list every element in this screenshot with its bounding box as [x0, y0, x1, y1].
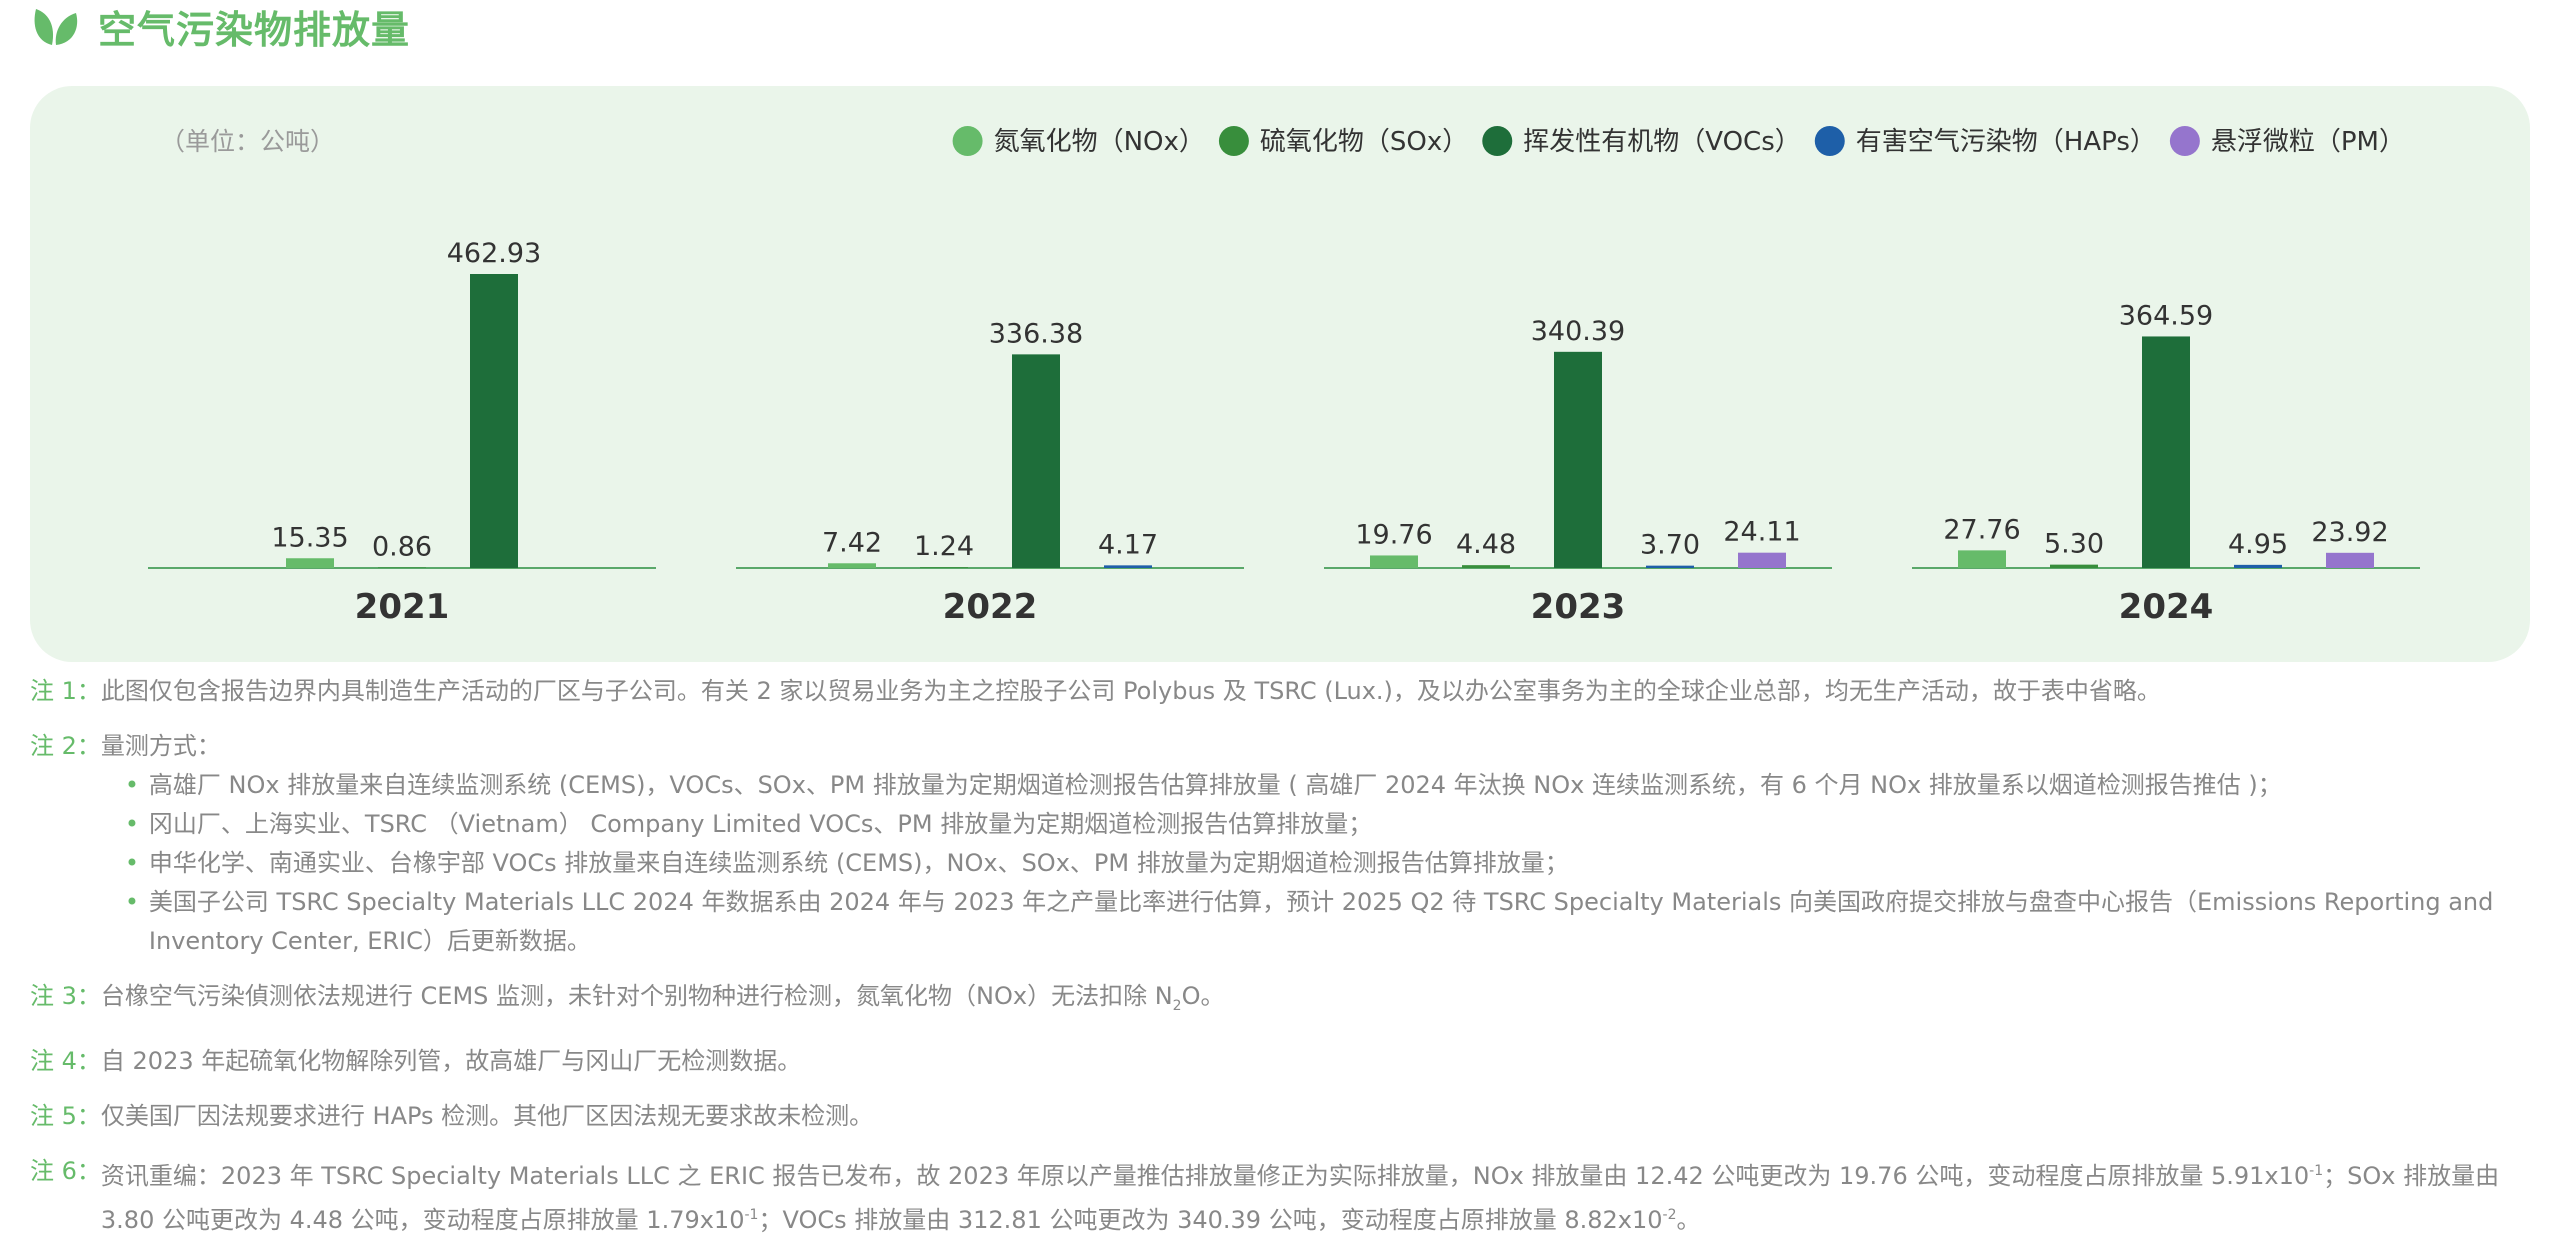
note-text: 此图仅包含报告边界内具制造生产活动的厂区与子公司。有关 2 家以贸易业务为主之控… — [100, 677, 2161, 705]
bar-nox-2023 — [1370, 555, 1418, 568]
note-text: 资讯重编：2023 年 TSRC Specialty Materials LLC… — [100, 1161, 2500, 1234]
notes-section: 注 1： 此图仅包含报告边界内具制造生产活动的厂区与子公司。有关 2 家以贸易业… — [30, 672, 2530, 1256]
data-label-pm-2024: 23.92 — [2311, 517, 2388, 548]
note-4: 注 4： 自 2023 年起硫氧化物解除列管，故高雄厂与冈山厂无检测数据。 — [30, 1042, 2530, 1081]
bar-vocs-2023 — [1554, 351, 1602, 568]
category-label-2023: 2023 — [1531, 587, 1626, 627]
note-6: 注 6： 资讯重编：2023 年 TSRC Specialty Material… — [30, 1152, 2530, 1240]
legend-label-nox: 氮氧化物（NOx） — [994, 127, 1205, 157]
note-2: 注 2： 量测方式： 高雄厂 NOx 排放量来自连续监测系统 (CEMS)，VO… — [30, 727, 2530, 961]
note-label: 注 4： — [30, 1046, 101, 1075]
list-item: 申华化学、南通实业、台橡宇部 VOCs 排放量来自连续监测系统 (CEMS)，N… — [125, 844, 2530, 883]
bar-sox-2022 — [920, 567, 968, 568]
category-label-2021: 2021 — [355, 587, 450, 627]
data-label-sox-2024: 5.30 — [2044, 529, 2104, 560]
bar-vocs-2022 — [1012, 354, 1060, 568]
measurement-list: 高雄厂 NOx 排放量来自连续监测系统 (CEMS)，VOCs、SOx、PM 排… — [101, 766, 2530, 961]
data-label-haps-2022: 4.17 — [1098, 529, 1158, 560]
legend-swatch-nox — [952, 126, 983, 156]
legend-label-haps: 有害空气污染物（HAPs） — [1856, 127, 2156, 157]
legend-label-pm: 悬浮微粒（PM） — [2211, 127, 2405, 157]
note-3: 注 3： 台橡空气污染偵测依法规进行 CEMS 监测，未针对个别物种进行检测，氮… — [30, 977, 2530, 1026]
chart-panel: （单位：公吨） 氮氧化物（NOx） 硫氧化物（SOx） 挥发性有机物（VOCs） 有害空… — [30, 86, 2530, 662]
note-text: 自 2023 年起硫氧化物解除列管，故高雄厂与冈山厂无检测数据。 — [100, 1046, 802, 1075]
legend-swatch-sox — [1218, 126, 1249, 156]
data-label-vocs-2022: 336.38 — [989, 318, 1083, 349]
data-label-nox-2022: 7.42 — [822, 527, 882, 558]
bar-sox-2021 — [378, 567, 426, 568]
data-label-sox-2023: 4.48 — [1456, 529, 1516, 560]
note-5: 注 5： 仅美国厂因法规要求进行 HAPs 检测。其他厂区因法规无要求故未检测。 — [30, 1097, 2530, 1136]
data-label-sox-2022: 1.24 — [914, 531, 974, 562]
bar-haps-2022 — [1104, 565, 1152, 568]
bar-nox-2024 — [1958, 550, 2006, 568]
bar-vocs-2024 — [2142, 336, 2190, 568]
list-item: 高雄厂 NOx 排放量来自连续监测系统 (CEMS)，VOCs、SOx、PM 排… — [125, 766, 2530, 805]
data-label-sox-2021: 0.86 — [372, 531, 432, 562]
note-1: 注 1： 此图仅包含报告边界内具制造生产活动的厂区与子公司。有关 2 家以贸易业… — [30, 672, 2530, 711]
data-label-vocs-2023: 340.39 — [1531, 316, 1625, 347]
note-text: 台橡空气污染偵测依法规进行 CEMS 监测，未针对个别物种进行检测，氮氧化物（N… — [100, 982, 1225, 1014]
list-item: 冈山厂、上海实业、TSRC （Vietnam） Company Limited … — [125, 805, 2530, 844]
data-label-vocs-2021: 462.93 — [447, 238, 541, 269]
bar-vocs-2021 — [470, 274, 518, 568]
note-label: 注 2： — [30, 732, 101, 760]
category-label-2024: 2024 — [2119, 587, 2214, 627]
legend-swatch-pm — [2169, 126, 2200, 156]
list-item: 美国子公司 TSRC Specialty Materials LLC 2024 … — [125, 883, 2530, 961]
note-text: 仅美国厂因法规要求进行 HAPs 检测。其他厂区因法规无要求故未检测。 — [100, 1101, 874, 1130]
data-label-pm-2023: 24.11 — [1723, 517, 1800, 548]
note-label: 注 3： — [30, 982, 101, 1010]
bar-nox-2022 — [828, 563, 876, 568]
bar-pm-2023 — [1738, 552, 1786, 568]
data-label-haps-2024: 4.95 — [2228, 529, 2288, 560]
note-label: 注 5： — [30, 1101, 101, 1130]
data-label-nox-2023: 19.76 — [1355, 519, 1432, 550]
page-header: 空气污染物排放量 — [30, 0, 410, 52]
legend-label-sox: 硫氧化物（SOx） — [1260, 127, 1468, 157]
bar-haps-2024 — [2234, 564, 2282, 568]
legend-swatch-haps — [1814, 126, 1845, 156]
note-text: 量测方式： — [100, 732, 221, 760]
leaf-icon — [34, 9, 78, 45]
data-label-nox-2021: 15.35 — [271, 522, 348, 553]
bar-nox-2021 — [286, 558, 334, 568]
data-label-haps-2023: 3.70 — [1640, 530, 1700, 561]
unit-label: （单位：公吨） — [160, 127, 335, 156]
note-label: 注 1： — [30, 677, 101, 705]
emissions-bar-chart: （单位：公吨） 氮氧化物（NOx） 硫氧化物（SOx） 挥发性有机物（VOCs） 有害空… — [148, 126, 2420, 627]
page-title: 空气污染物排放量 — [98, 7, 411, 52]
note-label: 注 6： — [30, 1156, 101, 1185]
bar-sox-2024 — [2050, 564, 2098, 568]
legend-label-vocs: 挥发性有机物（VOCs） — [1523, 127, 1801, 157]
bar-pm-2024 — [2326, 552, 2374, 568]
category-label-2022: 2022 — [943, 587, 1038, 627]
data-label-vocs-2024: 364.59 — [2119, 300, 2213, 331]
data-label-nox-2024: 27.76 — [1943, 514, 2020, 545]
legend-swatch-vocs — [1482, 126, 1513, 156]
bar-haps-2023 — [1646, 565, 1694, 568]
bar-sox-2023 — [1462, 565, 1510, 568]
